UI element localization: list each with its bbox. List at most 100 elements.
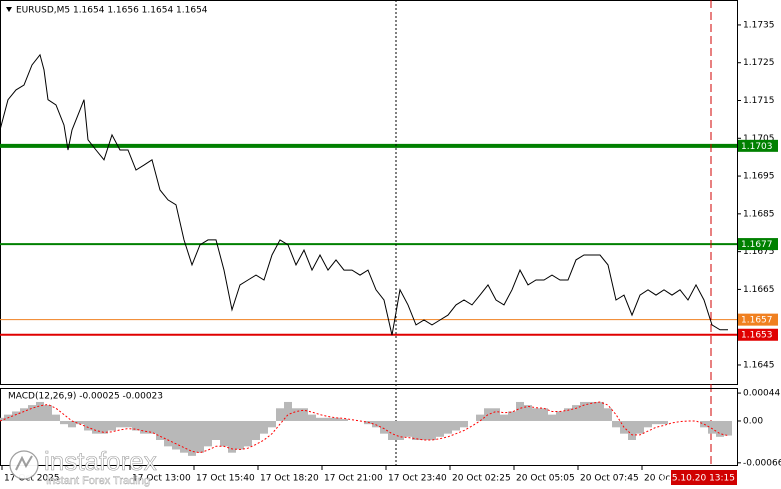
macd-bar <box>372 420 380 428</box>
macd-bar <box>428 420 436 440</box>
macd-bar <box>420 420 428 440</box>
macd-bar <box>500 414 508 421</box>
macd-bar <box>68 420 76 428</box>
macd-bar <box>708 420 716 434</box>
macd-bar <box>660 420 668 425</box>
panel-frame <box>0 0 738 385</box>
macd-bar <box>52 414 60 421</box>
macd-bar <box>100 420 108 434</box>
y-tick-label: 1.1735 <box>743 20 775 30</box>
x-tick-label: 17 Oct 23:40 <box>388 474 447 484</box>
x-tick-label: 17 Oct 21:00 <box>324 474 383 484</box>
macd-bar <box>76 420 84 425</box>
macd-bar <box>204 420 212 447</box>
macd-bar <box>524 405 532 421</box>
y-tick-label: 1.1715 <box>743 96 775 106</box>
macd-bar <box>700 420 708 428</box>
macd-bar <box>268 420 276 428</box>
y-tick-label: 1.1695 <box>743 172 775 182</box>
macd-bar <box>612 420 620 428</box>
macd-bar <box>28 405 36 421</box>
macd-bar <box>260 420 268 434</box>
macd-bar <box>548 414 556 421</box>
y-tick-label: -0.00066 <box>743 458 781 468</box>
macd-bar <box>132 420 140 431</box>
level-label-box <box>738 139 778 152</box>
x-tick-label: 17 Oct 2025 <box>4 474 60 484</box>
macd-bar <box>404 420 412 437</box>
signal-line <box>0 401 729 454</box>
price-line <box>0 53 728 336</box>
macd-bar <box>476 414 484 421</box>
macd-bar <box>516 401 524 421</box>
macd-bar <box>220 420 228 447</box>
macd-bar <box>124 420 132 428</box>
x-tick-label: 17 Oct 18:20 <box>260 474 319 484</box>
macd-bar <box>452 420 460 431</box>
macd-bar <box>172 420 180 450</box>
macd-bar <box>556 411 564 421</box>
macd-bar <box>716 420 724 437</box>
macd-bar <box>252 420 260 440</box>
y-tick-label: 1.1645 <box>743 360 775 370</box>
x-tick-label: 20 Oct 07:45 <box>580 474 639 484</box>
macd-bar <box>308 414 316 421</box>
macd-bar <box>388 420 396 440</box>
macd-bar <box>108 420 116 431</box>
x-tick-label: 20 Oct 02:25 <box>452 474 511 484</box>
cursor-time-box <box>671 470 737 485</box>
y-tick-label: 1.1685 <box>743 209 775 219</box>
watermark-logo-mark <box>15 455 33 471</box>
macd-bar <box>460 420 468 428</box>
macd-bar <box>244 420 252 447</box>
macd-bar <box>20 408 28 421</box>
macd-bar <box>596 401 604 421</box>
macd-bar <box>572 405 580 421</box>
macd-bar <box>604 408 612 421</box>
level-label-box <box>738 328 778 341</box>
y-tick-label: 1.1675 <box>743 247 775 257</box>
macd-bar <box>724 420 732 436</box>
y-tick-label: 1.1725 <box>743 58 775 68</box>
macd-bar <box>436 420 444 437</box>
macd-bar <box>484 408 492 421</box>
macd-bar <box>628 420 636 440</box>
macd-bar <box>444 420 452 434</box>
macd-bar <box>276 408 284 421</box>
macd-bar <box>564 408 572 421</box>
macd-bar <box>396 420 404 440</box>
macd-bar <box>644 420 652 428</box>
macd-title: MACD(12,26,9) -0.00025 -0.00023 <box>8 392 163 402</box>
macd-bar <box>340 419 348 421</box>
level-label: 1.1653 <box>741 331 773 341</box>
panel-frame <box>0 388 738 466</box>
macd-bar <box>380 420 388 434</box>
macd-bar <box>580 401 588 421</box>
macd-bar <box>12 411 20 421</box>
level-label-box <box>738 238 778 251</box>
x-tick-label: 17 Oct 15:40 <box>196 474 255 484</box>
level-label: 1.1703 <box>741 142 773 152</box>
macd-bar <box>652 420 660 425</box>
macd-bar <box>492 408 500 421</box>
macd-bar <box>140 420 148 434</box>
macd-bar <box>284 401 292 421</box>
macd-bar <box>36 401 44 421</box>
macd-bar <box>636 420 644 434</box>
macd-bar <box>164 420 172 447</box>
level-label-box <box>738 313 778 326</box>
y-tick-label: 1.1665 <box>743 285 775 295</box>
macd-bar <box>44 405 52 421</box>
macd-bar <box>0 417 4 421</box>
y-tick-label: 0.00044 <box>743 389 780 399</box>
macd-bar <box>180 420 188 453</box>
macd-bar <box>324 417 332 421</box>
macd-bar <box>316 417 324 421</box>
x-tick-label: 20 Oct 05:05 <box>516 474 575 484</box>
cursor-time-label: 2025.10.20 13:15 <box>655 474 735 484</box>
chart-title: EURUSD,M5 1.1654 1.1656 1.1654 1.1654 <box>16 6 208 16</box>
macd-bar <box>212 420 220 440</box>
macd-bar <box>508 411 516 421</box>
